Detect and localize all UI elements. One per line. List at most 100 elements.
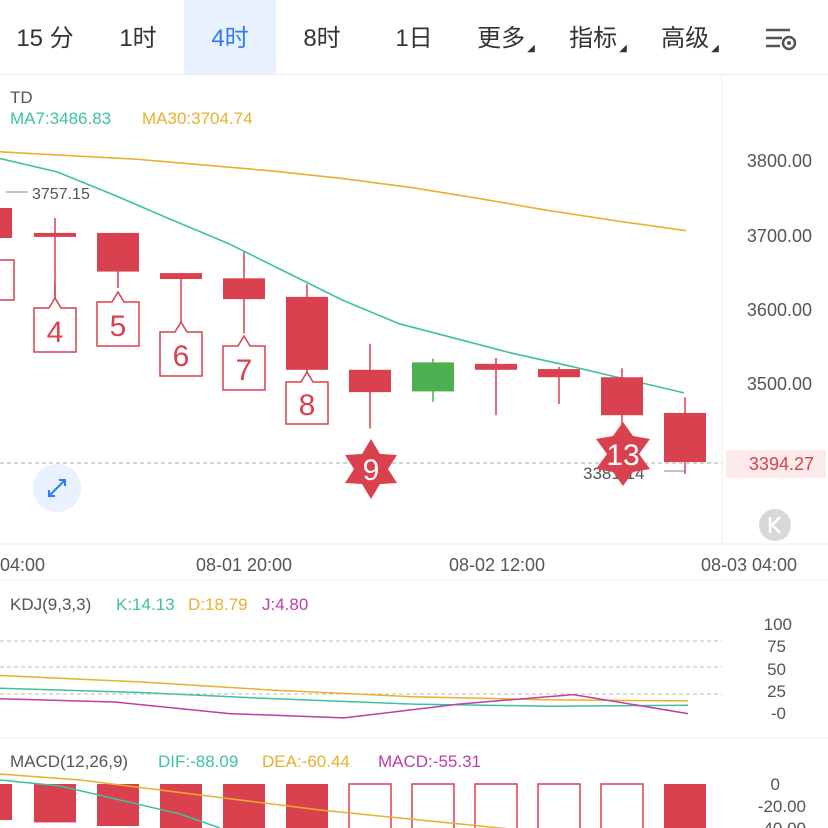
- candle-body: [34, 232, 76, 237]
- macd-dif-value: DIF:-88.09: [158, 752, 238, 771]
- ma7-line: [0, 157, 685, 394]
- macd-tick: -20.00: [758, 797, 806, 816]
- macd-bar: [474, 783, 518, 828]
- td-count-label: 9: [363, 454, 380, 487]
- candle-body: [664, 412, 706, 463]
- td-count-label: 7: [236, 354, 253, 387]
- candle-partial: [0, 208, 12, 238]
- candle-body: [286, 296, 328, 370]
- td-count-5: 5: [96, 290, 140, 347]
- macd-tick: 0: [771, 775, 780, 794]
- kdj-tick: -0: [771, 704, 786, 723]
- candle-body: [97, 232, 139, 272]
- macd-dif-line: [0, 779, 221, 828]
- time-tick: 08-03 04:00: [701, 555, 797, 575]
- tab-label: 指标: [569, 25, 618, 52]
- tab-label: 8时: [303, 25, 341, 52]
- td-count-4: 4: [33, 284, 77, 353]
- tab-1h[interactable]: 1时: [92, 0, 184, 74]
- tab-label: 1日: [395, 25, 433, 52]
- macd-bar: [0, 784, 12, 820]
- candle-body: [475, 363, 517, 370]
- tab-more[interactable]: 更多 ◢: [460, 0, 552, 74]
- td-count-6: 6: [159, 320, 203, 377]
- tab-label: 1时: [119, 25, 157, 52]
- price-tick: 3800.00: [747, 151, 812, 171]
- candle-body: [538, 369, 580, 378]
- macd-histogram: [0, 783, 706, 828]
- td-count-label: 6: [173, 340, 190, 373]
- td-count-box-partial: [0, 259, 15, 301]
- kdj-tick: 25: [767, 682, 786, 701]
- macd-tick: -40.00: [758, 819, 806, 828]
- kdj-d-line: [0, 674, 689, 702]
- candle-body: [412, 362, 454, 392]
- time-tick: 08-02 12:00: [449, 555, 545, 575]
- tab-label: 高级: [661, 25, 710, 52]
- tab-15min[interactable]: 15 分: [0, 0, 90, 74]
- kdj-j-value: J:4.80: [262, 595, 308, 614]
- macd-name: MACD(12,26,9): [10, 752, 128, 771]
- kdj-k-line: [0, 687, 689, 707]
- candle-body: [601, 377, 643, 416]
- macd-bar: [664, 784, 706, 828]
- kdj-name: KDJ(9,3,3): [10, 595, 91, 614]
- tab-advanced[interactable]: 高级 ◢: [644, 0, 736, 74]
- tab-label: 4时: [211, 25, 249, 52]
- kdj-tick: 75: [767, 637, 786, 656]
- tab-indicators[interactable]: 指标 ◢: [552, 0, 644, 74]
- macd-bar: [348, 783, 392, 828]
- candle-body: [349, 369, 391, 393]
- chart-settings-icon[interactable]: [760, 20, 800, 56]
- dropdown-triangle-icon: ◢: [527, 43, 535, 54]
- tab-label: 15 分: [16, 25, 74, 52]
- td-count-7: 7: [222, 334, 266, 391]
- ma7-value: MA7:3486.83: [10, 109, 111, 128]
- macd-bar: [34, 784, 76, 823]
- td-count-label: 5: [110, 310, 127, 343]
- tabs-divider: [0, 74, 828, 75]
- time-tick: 08-01 20:00: [196, 555, 292, 575]
- td-count-9: 9: [345, 439, 397, 499]
- td-count-8: 8: [285, 370, 329, 425]
- kdj-j-line: [0, 693, 689, 719]
- td-count-label: 13: [606, 439, 639, 472]
- timeframe-tabs: 15 分 1时 4时 8时 1日 更多 ◢ 指标 ◢ 高级 ◢: [0, 0, 828, 74]
- candles-group: [34, 218, 706, 474]
- tab-4h[interactable]: 4时: [184, 0, 276, 74]
- expand-icon[interactable]: [33, 464, 81, 512]
- kline-chart[interactable]: TD MA7:3486.83 MA30:3704.74 3800.00 3700…: [0, 74, 828, 828]
- macd-dea-line: [0, 773, 508, 828]
- ma30-value: MA30:3704.74: [142, 109, 253, 128]
- tab-8h[interactable]: 8时: [276, 0, 368, 74]
- dropdown-triangle-icon: ◢: [711, 43, 719, 54]
- ma30-line: [0, 151, 687, 232]
- dropdown-triangle-icon: ◢: [619, 43, 627, 54]
- macd-bar: [223, 784, 265, 828]
- price-tick: 3500.00: [747, 374, 812, 394]
- price-tick: 3700.00: [747, 226, 812, 246]
- tab-label: 更多: [477, 25, 526, 52]
- kdj-tick: 100: [764, 615, 792, 634]
- tab-1d[interactable]: 1日: [368, 0, 460, 74]
- last-price-box: [726, 450, 826, 478]
- kdj-tick: 50: [767, 660, 786, 679]
- scroll-to-latest-icon[interactable]: [759, 509, 791, 541]
- candle-body: [223, 278, 265, 300]
- last-price-label: 3394.27: [749, 454, 814, 474]
- price-tick: 3600.00: [747, 300, 812, 320]
- indicator-name: TD: [10, 88, 33, 107]
- macd-dea-value: DEA:-60.44: [262, 752, 350, 771]
- candle-body: [160, 273, 202, 280]
- td-count-label: 8: [299, 389, 316, 422]
- td-count-13: 13: [596, 422, 650, 486]
- high-marker-label: 3757.15: [32, 186, 90, 203]
- macd-value: MACD:-55.31: [378, 752, 481, 771]
- macd-bar: [97, 784, 139, 826]
- kdj-k-value: K:14.13: [116, 595, 175, 614]
- kdj-d-value: D:18.79: [188, 595, 248, 614]
- macd-bar: [537, 783, 581, 828]
- time-tick: 04:00: [0, 555, 45, 575]
- td-count-label: 4: [47, 316, 64, 349]
- macd-bar: [600, 783, 644, 828]
